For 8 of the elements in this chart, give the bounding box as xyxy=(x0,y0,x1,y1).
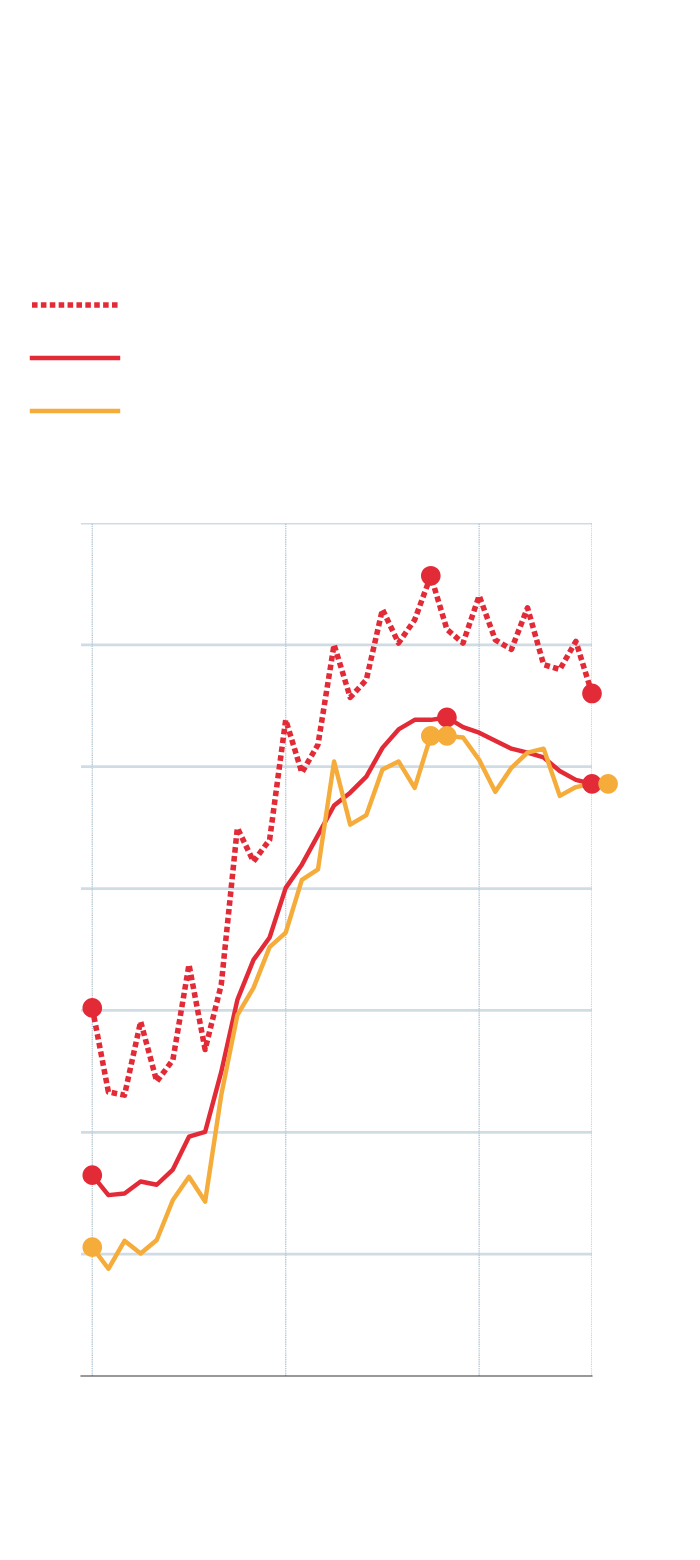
point xyxy=(437,726,457,746)
point xyxy=(82,1165,103,1185)
point xyxy=(437,707,457,728)
point xyxy=(82,1237,103,1257)
point xyxy=(420,726,441,746)
point xyxy=(420,565,441,586)
point xyxy=(582,683,602,704)
point xyxy=(82,998,103,1018)
